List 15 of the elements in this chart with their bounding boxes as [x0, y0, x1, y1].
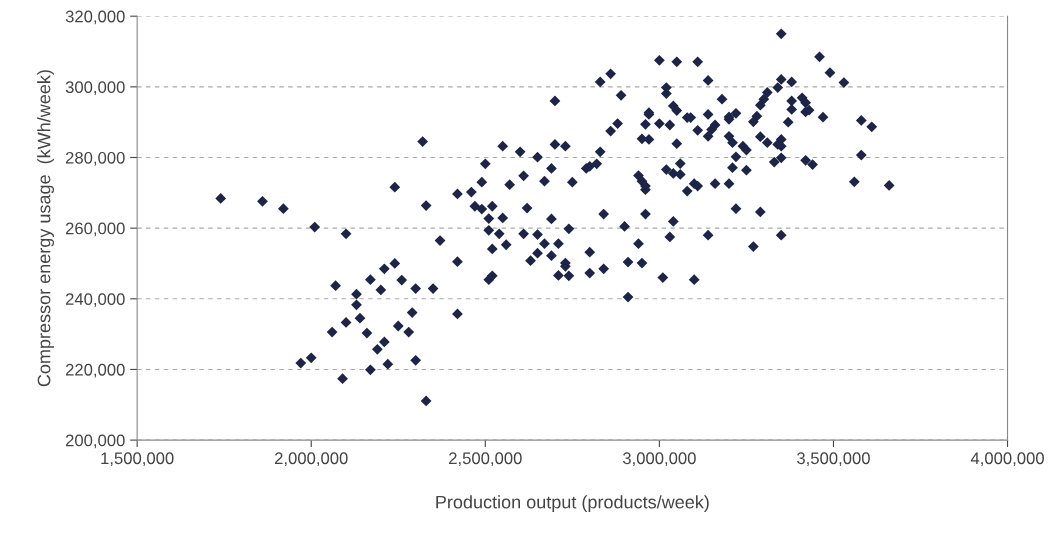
- y-tick-label: 280,000: [65, 151, 125, 166]
- x-tick-label: 3,000,000: [622, 452, 696, 467]
- x-tick-label: 2,000,000: [274, 452, 348, 467]
- y-tick-label: 220,000: [65, 363, 125, 378]
- x-tick-label: 1,500,000: [101, 452, 174, 467]
- y-tick-label: 260,000: [65, 222, 125, 237]
- x-axis-title: Production output (products/week): [436, 495, 709, 513]
- y-tick-label: 320,000: [65, 10, 125, 25]
- x-tick-label: 3,500,000: [797, 452, 870, 467]
- x-tick-label: 4,000,000: [970, 452, 1044, 467]
- y-tick-label: 200,000: [65, 434, 125, 449]
- y-tick-label: 300,000: [65, 81, 125, 96]
- x-tick-label: 2,500,000: [449, 452, 522, 467]
- y-tick-label: 240,000: [65, 293, 125, 307]
- y-axis-title: Compressor energy usage (kWh/week): [37, 70, 54, 387]
